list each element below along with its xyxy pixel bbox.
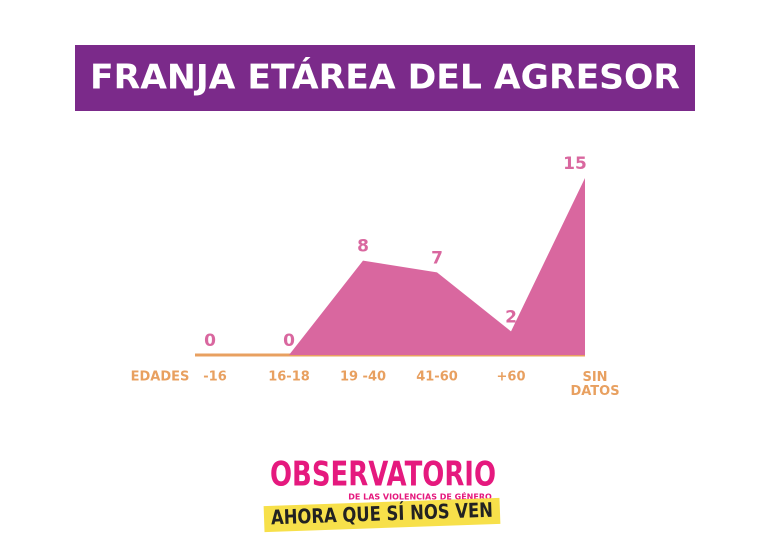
logo-title: OBSERVATORIO [270,455,496,495]
value-label: 15 [563,154,587,174]
value-label: 2 [505,307,517,327]
value-label: 0 [283,331,295,351]
x-axis-label: EDADES [131,370,190,385]
area [215,178,585,355]
x-tick-label: 16-18 [268,370,310,385]
x-tick-label: SIN DATOS [570,370,619,399]
chart-title: FRANJA ETÁREA DEL AGRESOR [90,57,680,98]
x-tick-label: 41-60 [416,370,458,385]
x-tick-label: 19 -40 [340,370,386,385]
x-tick-label: +60 [497,370,526,385]
logo-subtitle: DE LAS VIOLENCIAS DE GÉNERO [348,491,492,502]
value-label: 7 [431,248,443,268]
x-tick-label: -16 [203,370,227,385]
title-box [75,45,695,111]
value-label: 0 [204,331,216,351]
logo-band [263,497,501,533]
value-label: 8 [357,237,369,257]
